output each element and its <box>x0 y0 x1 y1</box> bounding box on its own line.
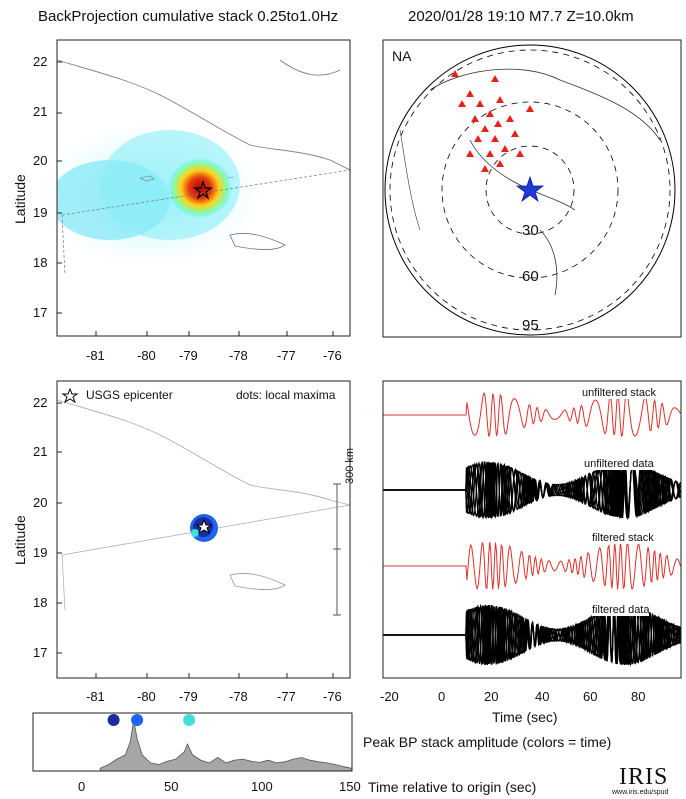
trace-xtick: 60 <box>583 689 598 704</box>
peak-amplitude-panel <box>32 712 353 772</box>
map-bottom-panel <box>56 380 351 679</box>
map-top-xtick: -81 <box>86 348 105 363</box>
peak-dot-late <box>191 529 199 537</box>
map-top-ytick: 20 <box>33 153 48 168</box>
iris-url: www.iris.edu/spud <box>612 789 669 796</box>
peak-xlabel: Time relative to origin (sec) <box>368 779 537 795</box>
map-bottom-ytick: 20 <box>33 495 48 510</box>
station-cluster <box>451 70 534 172</box>
map-bottom-ytick: 19 <box>33 545 48 560</box>
map-top-ytick: 19 <box>33 205 48 220</box>
epicenter-star-globe <box>515 175 545 203</box>
peak-time-marker <box>107 714 120 726</box>
map-top-xtick: -79 <box>179 348 198 363</box>
trace-label-filtered-data: filtered data <box>592 604 650 616</box>
map-top-ytick: 22 <box>33 54 48 69</box>
event-info: 2020/01/28 19:10 M7.7 Z=10.0km <box>408 8 634 25</box>
peak-time-marker <box>183 714 196 726</box>
legend-dots-label: dots: local maxima <box>236 388 336 402</box>
map-bottom-ytick: 22 <box>33 395 48 410</box>
trace-xtick: 80 <box>631 689 646 704</box>
peak-xtick: 50 <box>164 779 179 794</box>
globe-panel <box>382 39 682 338</box>
waveform-trace <box>383 605 682 666</box>
trace-label-unfiltered-data: unfiltered data <box>584 458 654 470</box>
map-top-ytick: 21 <box>33 104 48 119</box>
legend-epicenter-label: USGS epicenter <box>86 388 173 402</box>
map-top-xtick: -77 <box>277 348 296 363</box>
globe-ring-label: 95 <box>522 317 539 334</box>
map-top-ylabel: Latitude <box>12 174 28 224</box>
map-bottom-xtick: -80 <box>137 689 156 704</box>
trace-xtick: 40 <box>535 689 550 704</box>
globe-ring-label: 30 <box>522 222 539 239</box>
legend-star-icon <box>61 387 79 404</box>
map-bottom-xtick: -81 <box>86 689 105 704</box>
trace-xlabel: Time (sec) <box>492 709 558 725</box>
trace-label-unfiltered-stack: unfiltered stack <box>582 387 656 399</box>
map-top-xtick: -76 <box>323 348 342 363</box>
trace-xtick: 0 <box>438 689 446 704</box>
map-bottom-ylabel: Latitude <box>12 515 28 565</box>
epicenter-star-top <box>193 180 213 200</box>
peak-xtick: 100 <box>251 779 273 794</box>
peak-xtick: 0 <box>78 779 86 794</box>
peak-caption: Peak BP stack amplitude (colors = time) <box>363 734 612 750</box>
map-top-ytick: 18 <box>33 255 48 270</box>
map-top-ytick: 17 <box>33 305 48 320</box>
trace-xtick: 20 <box>484 689 499 704</box>
peak-time-marker <box>131 714 144 726</box>
map-bottom-xtick: -79 <box>179 689 198 704</box>
map-bottom-ytick: 17 <box>33 645 48 660</box>
waveform-trace <box>383 391 681 438</box>
map-top-xtick: -80 <box>137 348 156 363</box>
scale-bar-label: 300 km <box>344 447 356 484</box>
trace-label-filtered-stack: filtered stack <box>592 532 654 544</box>
figure-title: BackProjection cumulative stack 0.25to1.… <box>38 8 339 25</box>
globe-ring-label: 60 <box>522 268 539 285</box>
map-bottom-xtick: -78 <box>229 689 248 704</box>
iris-logo: IRIS <box>619 764 669 790</box>
map-bottom-ytick: 21 <box>33 444 48 459</box>
map-top-panel <box>56 39 351 337</box>
trace-xtick: -20 <box>380 689 399 704</box>
globe-region-label: NA <box>392 48 412 64</box>
epicenter-star-bottom <box>195 518 213 535</box>
map-bottom-xtick: -76 <box>323 689 342 704</box>
traces-panel <box>382 380 682 679</box>
peak-xtick: 150 <box>339 779 361 794</box>
map-bottom-ytick: 18 <box>33 595 48 610</box>
map-bottom-xtick: -77 <box>277 689 296 704</box>
waveform-trace <box>383 541 681 590</box>
map-top-xtick: -78 <box>229 348 248 363</box>
